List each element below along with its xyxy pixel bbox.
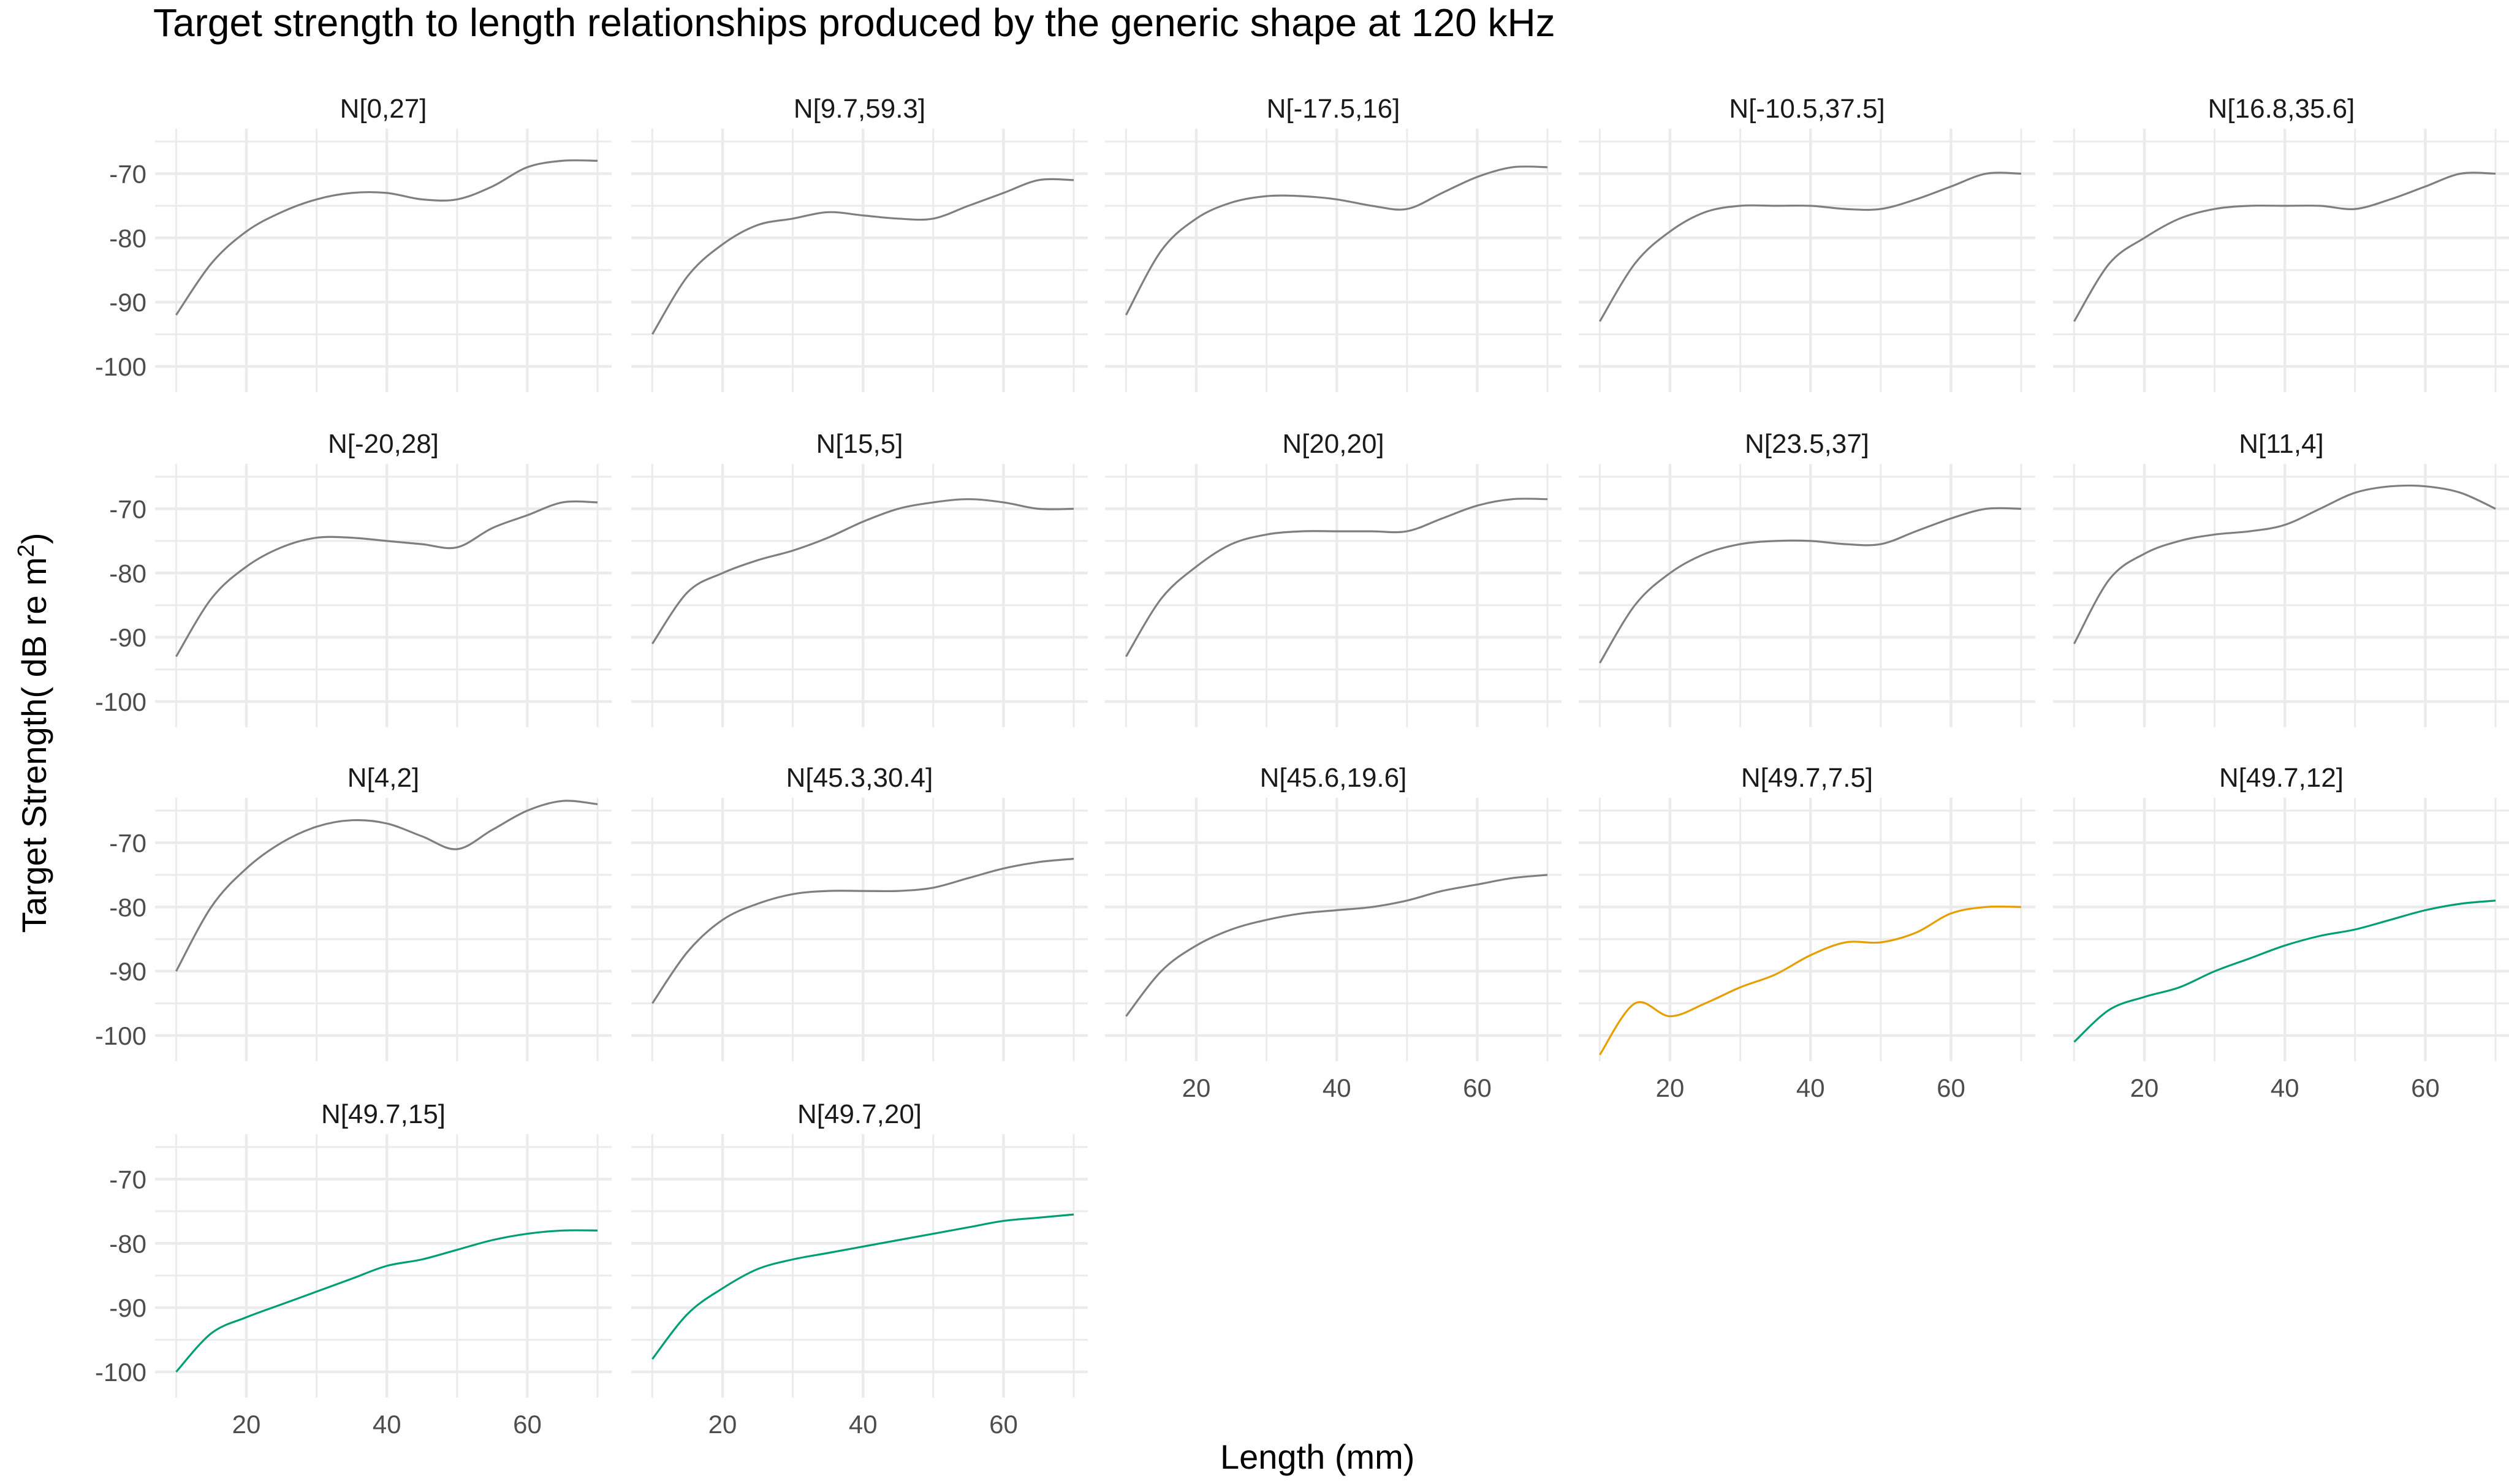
panel-label: N[0,27] — [340, 94, 427, 124]
series-line — [2073, 899, 2496, 1043]
panel-label: N[16.8,35.6] — [2208, 94, 2355, 124]
x-tick-label: 60 — [1463, 1073, 1492, 1102]
panel-label: N[45.6,19.6] — [1260, 763, 1407, 793]
y-tick-label: -70 — [109, 828, 146, 857]
panel-label: N[49.7,7.5] — [1741, 763, 1873, 793]
chart-title: Target strength to length relationships … — [153, 1, 1555, 45]
x-tick-label: 60 — [2411, 1073, 2440, 1102]
y-tick-label: -80 — [109, 1229, 146, 1258]
y-tick-label: -100 — [95, 1021, 146, 1050]
x-tick-label: 40 — [2271, 1073, 2299, 1102]
panel-label: N[49.7,20] — [797, 1099, 922, 1129]
series-line — [1599, 905, 2022, 1056]
panel-label: N[49.7,15] — [321, 1099, 446, 1129]
x-tick-label: 20 — [2130, 1073, 2159, 1102]
facet-panel: N[4,2] -70 -80 -90 -100 — [95, 763, 612, 1061]
facet-panel: N[49.7,7.5] 20 40 60 — [1579, 763, 2035, 1102]
y-tick-label: -90 — [109, 288, 146, 317]
panel-label: N[23.5,37] — [1745, 429, 1869, 459]
panel-label: N[20,20] — [1282, 429, 1384, 459]
series-line — [1125, 498, 1548, 657]
x-tick-label: 60 — [1937, 1073, 1965, 1102]
x-tick-label: 40 — [849, 1410, 878, 1439]
series-line — [1125, 165, 1548, 316]
series-line — [175, 800, 598, 972]
panel-label: N[9.7,59.3] — [794, 94, 925, 124]
facet-panel: N[-20,28] -70 -80 -90 -100 — [95, 429, 612, 727]
panel-label: N[-20,28] — [328, 429, 439, 459]
facet-panel: N[-10.5,37.5] — [1579, 94, 2035, 392]
facet-panel: N[16.8,35.6] — [2053, 94, 2509, 392]
series-line — [2073, 172, 2496, 322]
y-tick-label: -80 — [109, 893, 146, 922]
x-tick-label: 40 — [1323, 1073, 1351, 1102]
panel-label: N[4,2] — [347, 763, 419, 793]
panel-label: N[-10.5,37.5] — [1729, 94, 1885, 124]
panel-label: N[-17.5,16] — [1267, 94, 1400, 124]
y-tick-label: -80 — [109, 224, 146, 252]
x-tick-label: 40 — [1796, 1073, 1825, 1102]
x-tick-label: 40 — [373, 1410, 401, 1439]
panel-label: N[49.7,12] — [2219, 763, 2344, 793]
y-tick-label: -100 — [95, 352, 146, 381]
facet-panel: N[49.7,15] -70 -80 -90 -100 20 40 60 — [95, 1099, 612, 1439]
series-line — [651, 178, 1074, 335]
facet-panel: N[15,5] — [631, 429, 1088, 727]
y-tick-label: -70 — [109, 1165, 146, 1194]
facet-panel: N[49.7,20] 20 40 60 — [631, 1099, 1088, 1439]
x-tick-label: 20 — [1182, 1073, 1211, 1102]
x-tick-label: 60 — [513, 1410, 542, 1439]
y-tick-label: -100 — [95, 687, 146, 716]
facet-panel: N[9.7,59.3] — [631, 94, 1088, 392]
x-tick-label: 20 — [708, 1410, 737, 1439]
x-tick-label: 20 — [232, 1410, 261, 1439]
panel-label: N[15,5] — [816, 429, 903, 459]
x-axis-title: Length (mm) — [1220, 1437, 1415, 1476]
facet-panel: N[23.5,37] — [1579, 429, 2035, 727]
facet-panel: N[0,27] -70 -80 -90 -100 — [95, 94, 612, 392]
panel-label: N[11,4] — [2239, 429, 2324, 459]
facet-panel: N[45.3,30.4] — [631, 763, 1088, 1061]
facet-panel: N[45.6,19.6] 20 40 60 — [1105, 763, 1562, 1102]
y-tick-label: -100 — [95, 1358, 146, 1387]
series-line — [651, 858, 1074, 1004]
x-tick-label: 20 — [1656, 1073, 1685, 1102]
series-line — [651, 498, 1074, 645]
y-tick-label: -90 — [109, 957, 146, 986]
facet-panel: N[11,4] — [2053, 429, 2509, 727]
facet-panel: N[-17.5,16] — [1105, 94, 1562, 392]
facet-panel: N[20,20] — [1105, 429, 1562, 727]
series-line — [175, 159, 598, 316]
series-line — [1599, 507, 2022, 664]
series-line — [651, 1213, 1074, 1360]
facet-panel: N[49.7,12] 20 40 60 — [2053, 763, 2509, 1102]
series-line — [1125, 874, 1548, 1017]
series-line — [175, 500, 598, 657]
y-tick-label: -70 — [109, 494, 146, 523]
panel-label: N[45.3,30.4] — [786, 763, 933, 793]
series-line — [175, 1229, 598, 1373]
series-line — [2073, 484, 2496, 645]
y-tick-label: -90 — [109, 623, 146, 652]
y-tick-label: -70 — [109, 159, 146, 188]
y-tick-label: -90 — [109, 1293, 146, 1322]
series-line — [1599, 172, 2022, 322]
x-tick-label: 60 — [989, 1410, 1018, 1439]
y-tick-label: -80 — [109, 559, 146, 588]
